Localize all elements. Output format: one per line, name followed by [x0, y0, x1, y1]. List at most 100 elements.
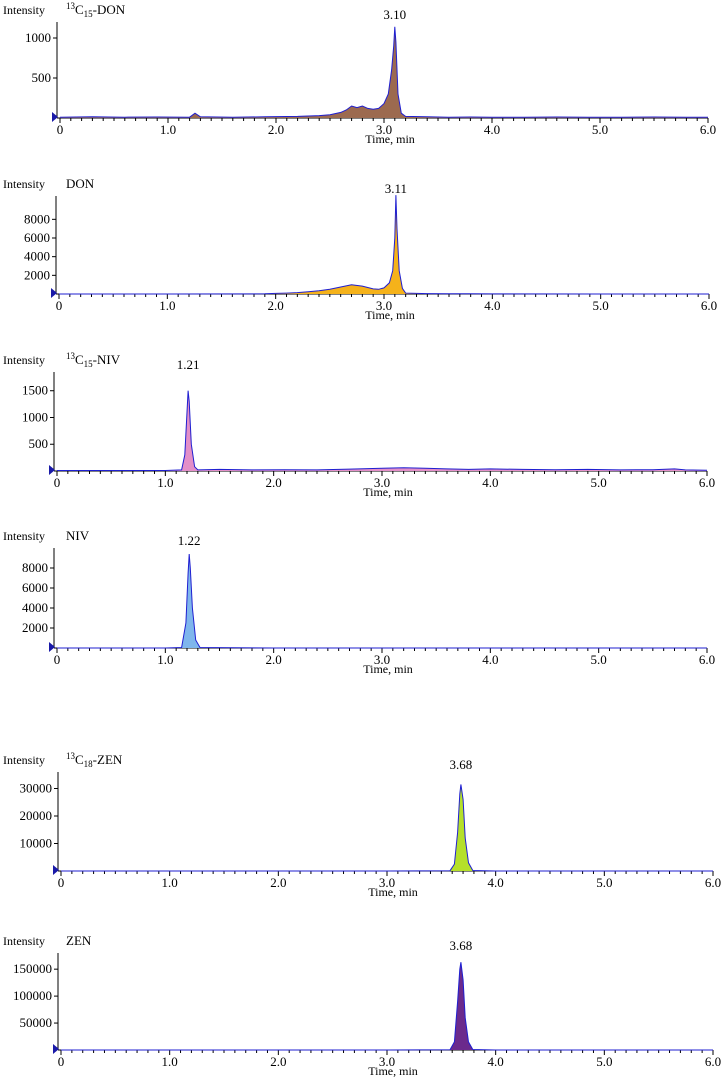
peak-label: 3.11 — [385, 181, 407, 196]
x-tick-label: 0 — [54, 475, 61, 490]
peak-area — [59, 195, 709, 294]
x-tick-label: 0 — [58, 875, 65, 890]
x-axis-label: Time, min — [363, 485, 413, 499]
y-tick-label: 8000 — [24, 211, 50, 226]
x-tick-label: 4.0 — [484, 298, 500, 313]
compound-title: 13C18-ZEN — [66, 751, 123, 769]
x-tick-label: 5.0 — [592, 122, 608, 137]
title-superscript: 13 — [66, 1, 76, 11]
x-axis-label: Time, min — [365, 308, 415, 322]
compound-title: ZEN — [66, 933, 92, 948]
baseline-marker-icon — [52, 112, 58, 122]
title-subscript: 18 — [84, 759, 94, 769]
y-tick-label: 4000 — [22, 600, 48, 615]
y-tick-label: 4000 — [24, 249, 50, 264]
x-tick-label: 2.0 — [266, 652, 282, 667]
y-tick-label: 20000 — [20, 808, 53, 823]
x-tick-label: 3.0 — [379, 875, 395, 890]
title-superscript: 13 — [66, 751, 76, 761]
x-axis-label: Time, min — [368, 1064, 418, 1078]
x-axis-label: Time, min — [365, 132, 415, 146]
x-tick-label: 1.0 — [157, 475, 173, 490]
x-tick-label: 1.0 — [162, 875, 178, 890]
x-tick-label: 0 — [56, 298, 63, 313]
y-tick-label: 50000 — [20, 1015, 53, 1030]
x-tick-label: 5.0 — [593, 298, 609, 313]
peak-label: 1.21 — [177, 357, 200, 372]
chromatogram-panel-1: Intensity 13C15-DON 500 1000 0 1.0 2.0 3.0 4.0 5.… — [3, 1, 716, 146]
title-base: C — [75, 752, 84, 767]
y-tick-label: 1500 — [22, 383, 48, 398]
x-tick-label: 3.0 — [374, 475, 390, 490]
peak-label: 1.22 — [178, 533, 201, 548]
x-tick-label: 4.0 — [484, 122, 500, 137]
x-tick-label: 5.0 — [591, 652, 607, 667]
title-rest: -DON — [93, 2, 126, 17]
y-axis-label: Intensity — [3, 529, 45, 543]
x-tick-label: 5.0 — [596, 875, 612, 890]
chromatogram-panel-2: Intensity DON 2000 4000 6000 8000 0 1.0 2.0 3.0 4.… — [3, 176, 717, 322]
x-tick-label: 6.0 — [705, 1054, 721, 1069]
x-tick-label: 1.0 — [160, 122, 176, 137]
x-tick-label: 3.0 — [379, 1054, 395, 1069]
peak-label: 3.68 — [450, 757, 473, 772]
x-axis-label: Time, min — [363, 662, 413, 676]
chromatogram-trace — [57, 553, 707, 649]
x-tick-label: 5.0 — [596, 1054, 612, 1069]
x-tick-label: 6.0 — [699, 652, 715, 667]
chromatogram-panel-6: Intensity ZEN 50000 100000 150000 0 1.0 2.0 3.0 4… — [3, 933, 721, 1078]
x-axis-label: Time, min — [368, 885, 418, 899]
peak-area — [57, 390, 707, 471]
y-axis-label: Intensity — [3, 177, 45, 191]
x-tick-label: 4.0 — [482, 475, 498, 490]
title-subscript: 15 — [84, 359, 94, 369]
x-tick-label: 2.0 — [268, 298, 284, 313]
baseline-marker-icon — [53, 865, 59, 875]
title-base: NIV — [66, 528, 90, 543]
chromatogram-panel-3: Intensity 13C15-NIV 500 1000 1500 0 1.0 2.0 3.0 4… — [3, 351, 715, 499]
y-axis-label: Intensity — [3, 3, 45, 17]
chromatogram-trace — [61, 784, 713, 872]
title-base: DON — [66, 176, 95, 191]
x-tick-label: 4.0 — [488, 1054, 504, 1069]
chromatogram-panel-4: Intensity NIV 2000 4000 6000 8000 0 1.0 2.0 3.0 4.… — [3, 528, 715, 676]
y-tick-label: 30000 — [20, 781, 53, 796]
y-tick-label: 10000 — [20, 836, 53, 851]
chromatogram-panel-5: Intensity 13C18-ZEN 10000 20000 30000 0 1.0 2.0… — [3, 751, 721, 899]
x-tick-label: 2.0 — [266, 475, 282, 490]
peak-area — [57, 554, 707, 648]
x-tick-label: 3.0 — [376, 122, 392, 137]
y-tick-label: 1000 — [22, 409, 48, 424]
x-tick-label: 6.0 — [699, 475, 715, 490]
compound-title: DON — [66, 176, 95, 191]
title-base: C — [75, 352, 84, 367]
x-tick-label: 6.0 — [700, 122, 716, 137]
y-tick-label: 100000 — [13, 988, 52, 1003]
y-axis-label: Intensity — [3, 934, 45, 948]
peak-label: 3.68 — [450, 938, 473, 953]
y-tick-label: 2000 — [22, 620, 48, 635]
y-tick-label: 8000 — [22, 560, 48, 575]
x-tick-label: 5.0 — [591, 475, 607, 490]
chromatogram-trace — [57, 390, 708, 471]
x-tick-label: 3.0 — [376, 298, 392, 313]
x-tick-label: 0 — [54, 652, 61, 667]
title-subscript: 15 — [84, 9, 94, 19]
y-tick-label: 150000 — [13, 961, 52, 976]
y-tick-label: 2000 — [24, 267, 50, 282]
y-tick-label: 500 — [29, 436, 49, 451]
x-tick-label: 6.0 — [705, 875, 721, 890]
x-tick-label: 4.0 — [482, 652, 498, 667]
chromatogram-trace — [61, 962, 713, 1051]
compound-title: NIV — [66, 528, 90, 543]
x-tick-label: 2.0 — [270, 1054, 286, 1069]
y-tick-label: 1000 — [25, 30, 51, 45]
title-rest: -ZEN — [93, 752, 123, 767]
baseline-marker-icon — [53, 1044, 59, 1054]
peak-area — [61, 784, 713, 871]
x-tick-label: 4.0 — [488, 875, 504, 890]
baseline-marker-icon — [49, 465, 55, 475]
title-base: ZEN — [66, 933, 92, 948]
x-tick-label: 6.0 — [701, 298, 717, 313]
